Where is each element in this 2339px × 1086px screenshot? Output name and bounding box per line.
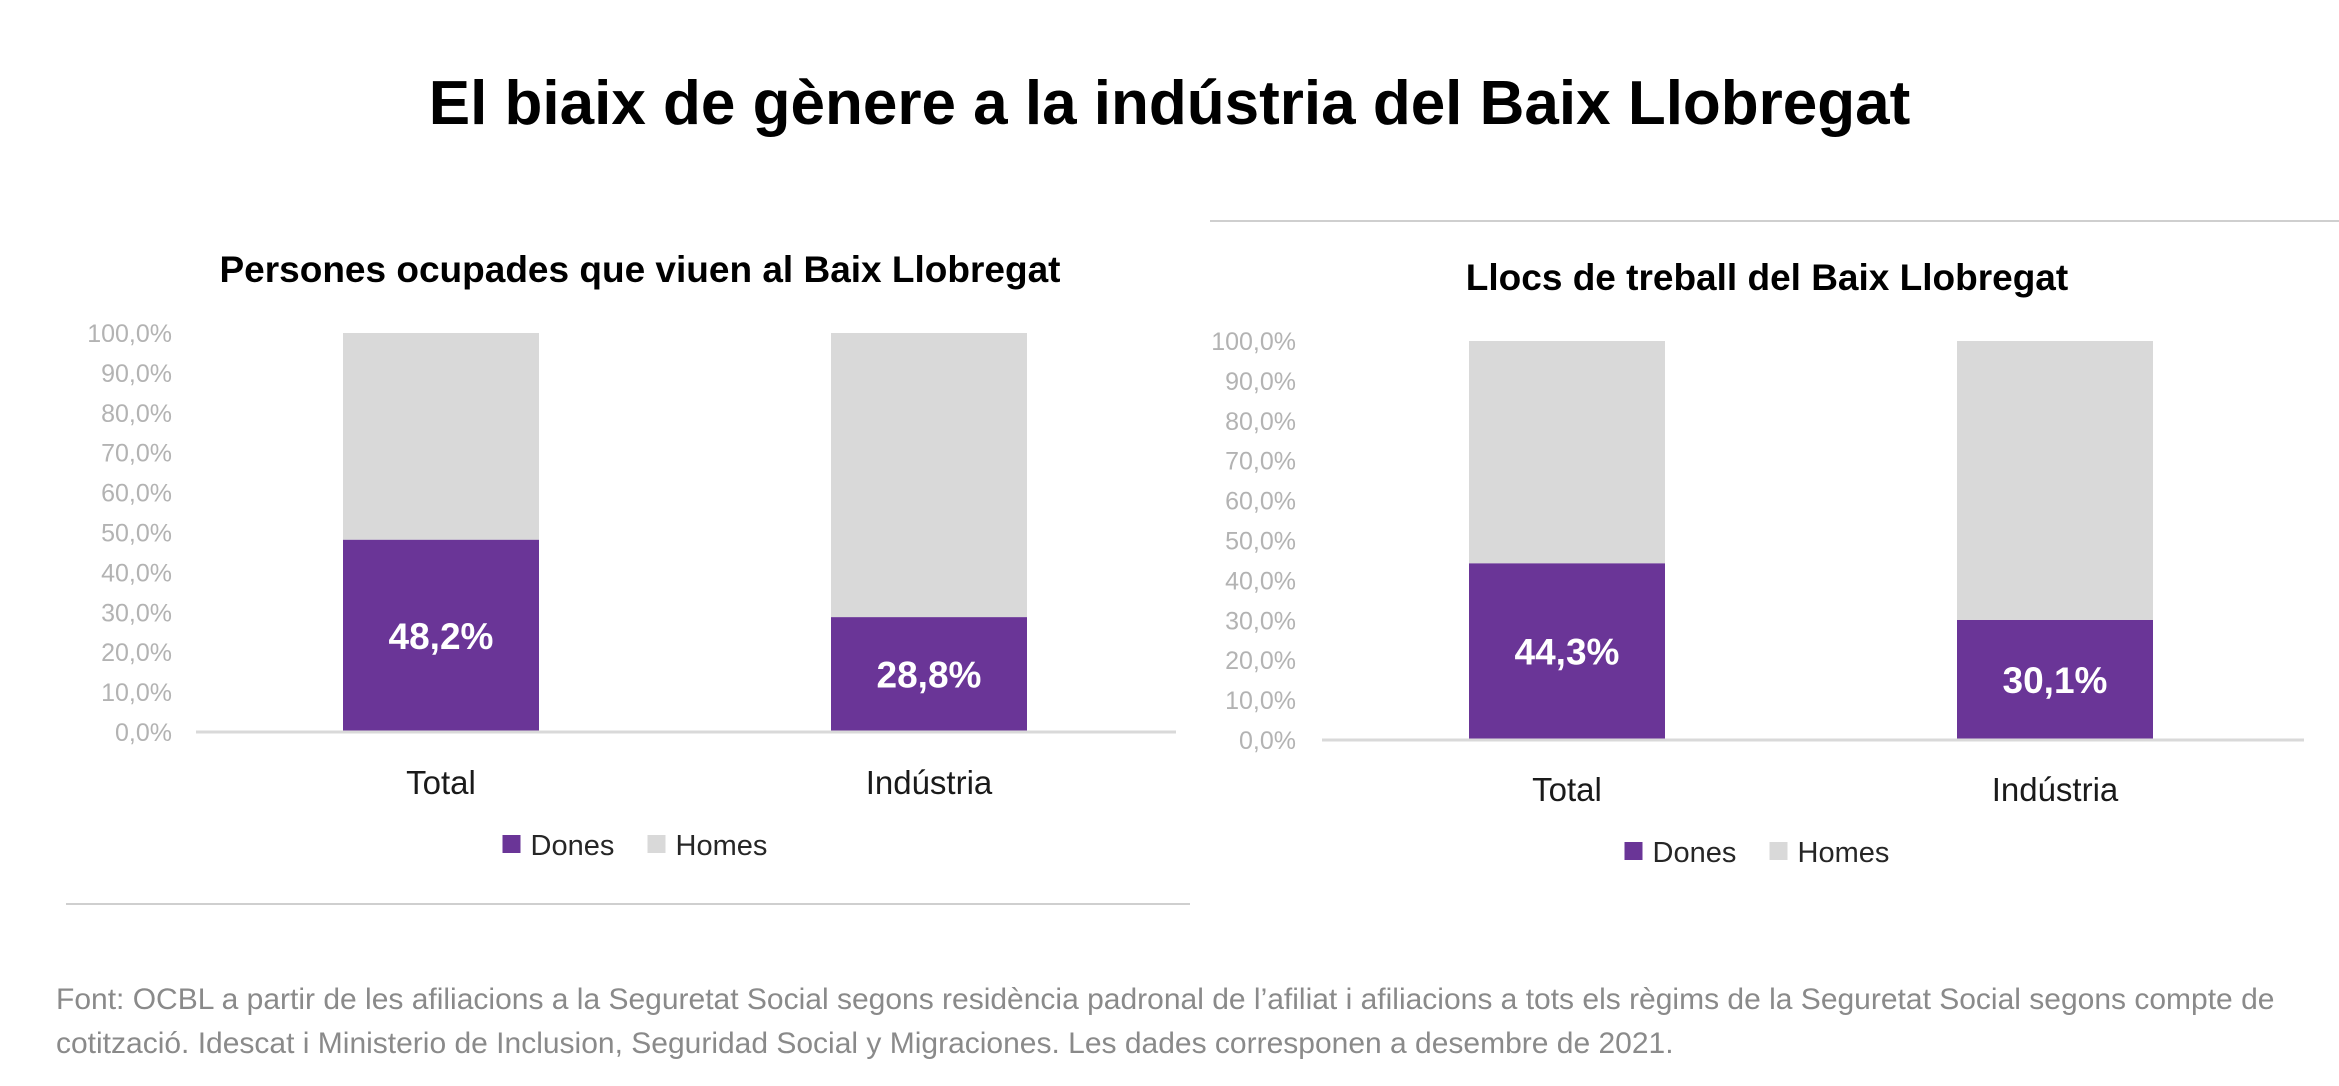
chart-title: Llocs de treball del Baix Llobregat	[1466, 257, 2068, 298]
legend-label-dones: Dones	[1653, 837, 1737, 869]
y-tick-label: 40,0%	[1225, 567, 1296, 595]
jobs-legend: Dones Homes	[1624, 837, 1890, 869]
data-label: 30,1%	[2003, 660, 2108, 701]
y-tick-label: 90,0%	[1225, 368, 1296, 396]
y-tick-label: 60,0%	[101, 480, 172, 508]
bar-homes-total	[343, 333, 539, 540]
chart-jobs: Llocs de treball del Baix Llobregat 0,0% 1…	[1211, 257, 2304, 869]
bar-dones-industria	[1957, 619, 2153, 740]
legend-label-homes: Homes	[676, 830, 768, 862]
page-title: El biaix de gènere a la indústria del Ba…	[428, 69, 1911, 138]
x-category-label: Total	[406, 764, 476, 801]
bar-homes-industria	[1957, 341, 2153, 620]
y-tick-label: 30,0%	[101, 599, 172, 627]
y-tick-label: 100,0%	[1211, 328, 1296, 356]
y-tick-label: 0,0%	[115, 719, 172, 747]
y-tick-label: 30,0%	[1225, 607, 1296, 635]
legend-label-dones: Dones	[531, 830, 615, 862]
bar-homes-total	[1469, 341, 1665, 564]
legend-swatch-dones	[1624, 842, 1643, 860]
bar-dones-industria	[831, 617, 1027, 732]
source-footnote: Font: OCBL a partir de les afiliacions a…	[56, 983, 2275, 1060]
residents-legend: Dones Homes	[502, 830, 768, 862]
chart-jobs-top-rule	[1210, 220, 2339, 222]
legend-swatch-homes	[1769, 842, 1788, 860]
data-label: 28,8%	[877, 655, 982, 696]
y-tick-label: 90,0%	[101, 360, 172, 388]
legend-swatch-homes	[647, 835, 666, 853]
y-tick-label: 80,0%	[1225, 408, 1296, 436]
data-label: 48,2%	[389, 616, 494, 657]
y-tick-label: 60,0%	[1225, 488, 1296, 516]
y-tick-label: 10,0%	[1225, 687, 1296, 715]
chart-jobs-svg: Llocs de treball del Baix Llobregat 0,0% 1…	[1211, 257, 2304, 869]
bar-dones-total	[343, 539, 539, 732]
chart-residents: Persones ocupades que viuen al Baix Llob…	[0, 0, 1200, 930]
x-category-label: Indústria	[1992, 771, 2119, 808]
y-tick-label: 20,0%	[1225, 647, 1296, 675]
x-category-label: Total	[1532, 771, 1602, 808]
bar-dones-total	[1469, 563, 1665, 740]
y-tick-label: 100,0%	[87, 320, 172, 348]
y-tick-label: 40,0%	[101, 559, 172, 587]
x-category-label: Indústria	[866, 764, 993, 801]
legend-swatch-dones	[502, 835, 521, 853]
chart-residents-bottom-rule	[66, 903, 1190, 905]
y-tick-label: 80,0%	[101, 400, 172, 428]
legend-label-homes: Homes	[1798, 837, 1890, 869]
chart-title: Persones ocupades que viuen al Baix Llob…	[220, 249, 1061, 290]
y-tick-label: 20,0%	[101, 639, 172, 667]
y-tick-label: 50,0%	[101, 520, 172, 548]
chart-residents-svg: Persones ocupades que viuen al Baix Llob…	[87, 249, 1176, 862]
y-tick-label: 50,0%	[1225, 528, 1296, 556]
y-tick-label: 70,0%	[101, 440, 172, 468]
y-tick-label: 0,0%	[1239, 727, 1296, 755]
bar-homes-industria	[831, 333, 1027, 618]
y-tick-label: 10,0%	[101, 679, 172, 707]
y-tick-label: 70,0%	[1225, 448, 1296, 476]
data-label: 44,3%	[1515, 632, 1620, 673]
